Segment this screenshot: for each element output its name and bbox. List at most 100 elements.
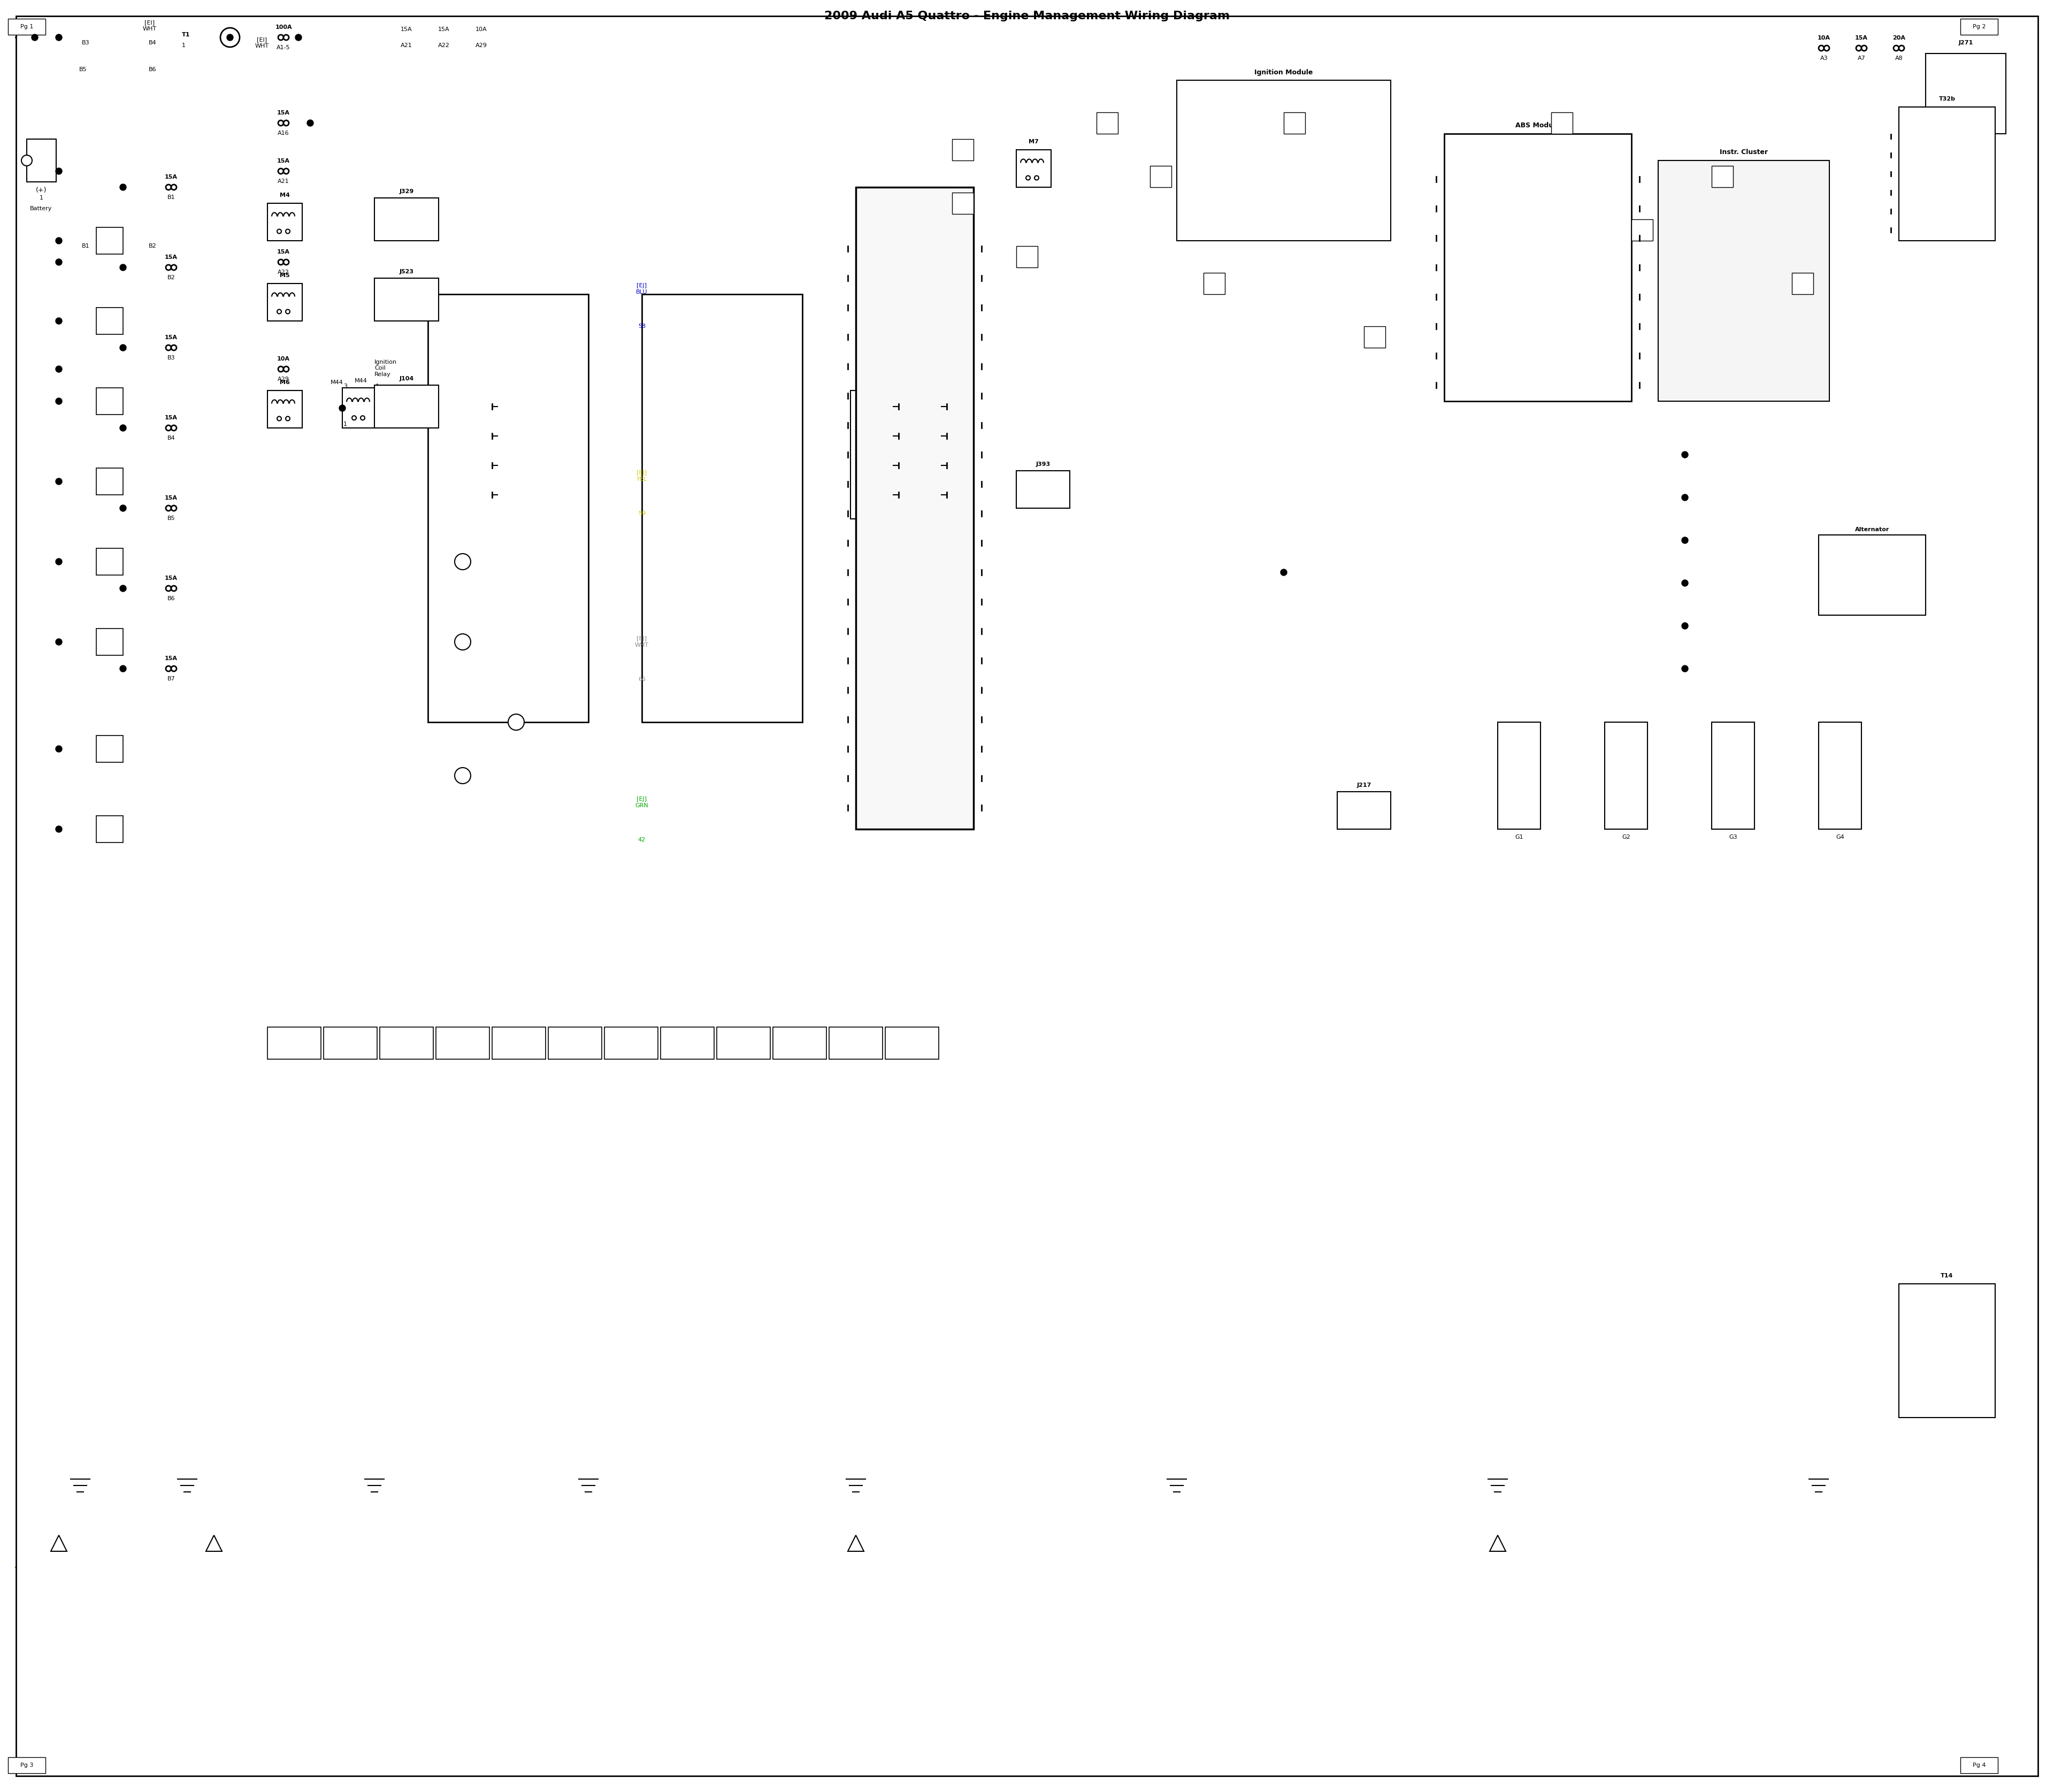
Circle shape	[21, 156, 33, 167]
Text: A21: A21	[401, 43, 413, 48]
Circle shape	[55, 398, 62, 405]
Text: 15A: 15A	[277, 249, 290, 254]
Text: M44: M44	[331, 380, 343, 385]
Bar	[1444, 134, 1631, 401]
Text: 15A: 15A	[164, 656, 177, 661]
Bar	[1097, 113, 1117, 134]
Circle shape	[1898, 45, 1904, 50]
Circle shape	[283, 260, 290, 265]
Circle shape	[55, 559, 62, 564]
Circle shape	[283, 168, 290, 174]
Circle shape	[1861, 45, 1867, 50]
Text: 8: 8	[887, 407, 891, 412]
Text: [EJ]
BLU: [EJ] BLU	[637, 283, 647, 294]
Circle shape	[1818, 45, 1824, 50]
Text: [EI]
WHT: [EI] WHT	[255, 38, 269, 48]
Text: Pg 3: Pg 3	[21, 1763, 33, 1769]
Text: Ignition
Coil
Relay: Ignition Coil Relay	[382, 387, 405, 405]
Circle shape	[277, 34, 283, 39]
Text: 15A: 15A	[164, 254, 177, 260]
Text: J329: J329	[398, 188, 413, 194]
Text: [EI]
WHT: [EI] WHT	[144, 20, 156, 32]
Bar	[1711, 722, 1754, 830]
Text: M6: M6	[279, 380, 290, 385]
Circle shape	[166, 185, 170, 190]
Bar	[953, 140, 974, 161]
Text: 100A: 100A	[275, 25, 292, 30]
Circle shape	[119, 185, 125, 190]
Text: 1: 1	[183, 43, 185, 48]
Circle shape	[1894, 45, 1898, 50]
Bar	[497, 391, 540, 520]
Bar	[1927, 54, 2007, 134]
Circle shape	[220, 29, 240, 47]
Bar	[772, 1027, 826, 1059]
Text: 15A: 15A	[164, 335, 177, 340]
Text: A29: A29	[277, 376, 290, 382]
Text: 28: 28	[883, 466, 891, 471]
Circle shape	[226, 34, 234, 41]
Bar	[1551, 113, 1573, 134]
Circle shape	[277, 260, 283, 265]
Bar	[380, 1027, 433, 1059]
Bar	[1791, 272, 1814, 294]
Circle shape	[31, 34, 37, 41]
Text: 59: 59	[639, 511, 645, 516]
Text: B6: B6	[166, 597, 175, 602]
Text: 59: 59	[499, 435, 507, 441]
Text: [EJ] WHT: [EJ] WHT	[682, 455, 709, 461]
Circle shape	[55, 168, 62, 174]
Text: 12: 12	[883, 435, 891, 441]
Circle shape	[166, 667, 170, 672]
Text: J523: J523	[398, 269, 413, 274]
Text: 1: 1	[343, 421, 347, 426]
Bar	[267, 1027, 320, 1059]
Polygon shape	[205, 1536, 222, 1552]
Circle shape	[170, 667, 177, 672]
Circle shape	[170, 265, 177, 271]
Polygon shape	[848, 1536, 865, 1552]
Bar	[1818, 722, 1861, 830]
Circle shape	[296, 34, 302, 41]
Text: G28: G28	[456, 559, 468, 564]
Text: G62: G62	[456, 640, 468, 645]
Bar	[1017, 151, 1052, 186]
Bar	[97, 629, 123, 656]
Circle shape	[55, 826, 62, 831]
Bar	[1177, 81, 1391, 240]
Text: 2009 Audi A5 Quattro - Engine Management Wiring Diagram: 2009 Audi A5 Quattro - Engine Management…	[824, 11, 1230, 22]
Text: 15A: 15A	[277, 158, 290, 163]
Circle shape	[277, 229, 281, 233]
Text: 10A: 10A	[1818, 36, 1830, 41]
Text: B5: B5	[166, 516, 175, 521]
Bar	[1150, 167, 1171, 186]
Text: B4: B4	[148, 39, 156, 45]
Text: A3: A3	[1820, 56, 1828, 61]
Text: A22: A22	[277, 269, 290, 274]
Circle shape	[55, 638, 62, 645]
Bar	[343, 387, 380, 428]
Circle shape	[277, 310, 281, 314]
Polygon shape	[1489, 1536, 1506, 1552]
Circle shape	[454, 554, 470, 570]
Text: 2: 2	[376, 421, 378, 426]
Text: [EJ] BLU: [EJ] BLU	[684, 396, 707, 401]
Text: M7: M7	[1029, 140, 1039, 145]
Text: 28: 28	[930, 466, 939, 471]
Text: Pg 4: Pg 4	[1972, 1763, 1986, 1769]
Bar	[97, 387, 123, 414]
Bar	[1204, 272, 1224, 294]
Bar	[374, 197, 440, 240]
Bar	[97, 815, 123, 842]
Bar	[374, 278, 440, 321]
Bar	[1337, 792, 1391, 830]
Bar	[1497, 722, 1540, 830]
Text: M44: M44	[355, 378, 368, 383]
Bar	[97, 468, 123, 495]
Circle shape	[55, 366, 62, 373]
Circle shape	[55, 317, 62, 324]
Bar	[8, 18, 45, 34]
Circle shape	[170, 425, 177, 430]
Circle shape	[55, 745, 62, 753]
Circle shape	[1857, 45, 1861, 50]
